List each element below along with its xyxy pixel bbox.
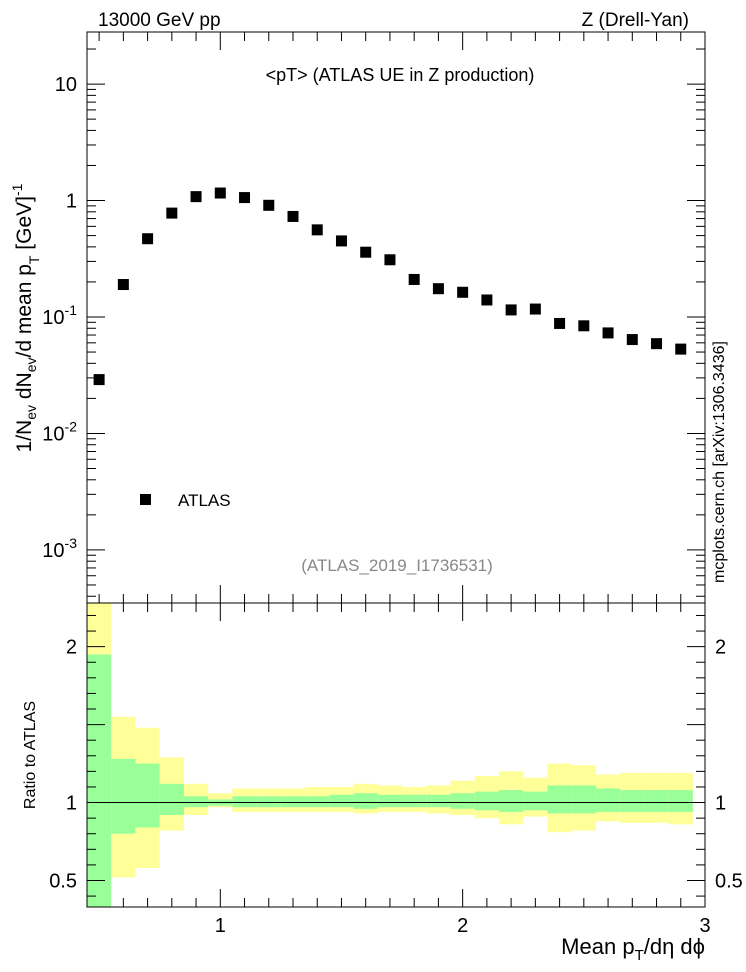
data-point bbox=[578, 320, 590, 332]
inner-band-bin bbox=[159, 783, 184, 816]
inner-band-bin bbox=[644, 790, 669, 812]
inner-band-bin bbox=[499, 790, 524, 812]
data-point bbox=[311, 224, 323, 236]
main-axis-ticks bbox=[87, 32, 706, 907]
main-y-tick-label: 10-1 bbox=[42, 302, 77, 329]
inner-band-bin bbox=[523, 791, 548, 811]
ratio-x-tick-labels: 1 2 3 bbox=[215, 915, 711, 937]
inner-band-bin bbox=[329, 794, 354, 808]
data-point bbox=[117, 279, 129, 291]
x-tick-label: 3 bbox=[699, 915, 710, 937]
x-tick-label: 1 bbox=[215, 915, 226, 937]
main-y-tick-labels: 10-3 10-2 10-1 1 10 bbox=[42, 74, 77, 562]
x-tick-label: 2 bbox=[457, 915, 468, 937]
data-point bbox=[166, 207, 178, 219]
inner-band-bin bbox=[547, 785, 572, 814]
inner-band-bin bbox=[474, 791, 499, 811]
header-left: 13000 GeV pp bbox=[98, 10, 221, 31]
data-point bbox=[214, 187, 226, 199]
main-y-tick-label: 10-3 bbox=[42, 535, 77, 562]
ratio-panel: 0.5 0.5 1 1 2 2 1 2 3 Ratio to ATLAS Mean pT/dη… bbox=[22, 602, 743, 964]
main-y-axis-title: 1/Nev dNev/d mean pT [GeV]-1 bbox=[9, 183, 42, 452]
ratio-y-axis-title: Ratio to ATLAS bbox=[22, 701, 39, 809]
data-point bbox=[190, 191, 202, 203]
data-point bbox=[360, 246, 372, 258]
main-data-points bbox=[93, 187, 687, 386]
ratio-y-tick-label-left: 0.5 bbox=[49, 870, 77, 892]
data-point bbox=[481, 294, 493, 306]
data-point bbox=[263, 199, 275, 211]
ratio-frame bbox=[86, 602, 706, 908]
inner-band-bin bbox=[426, 794, 451, 808]
inner-band-bin bbox=[450, 793, 475, 809]
data-point bbox=[335, 235, 347, 247]
inner-band-bin bbox=[135, 763, 160, 828]
data-point bbox=[384, 254, 396, 266]
data-point bbox=[432, 283, 444, 295]
inner-band-bin bbox=[183, 796, 209, 808]
data-point bbox=[651, 338, 663, 350]
main-frame bbox=[86, 31, 706, 604]
inner-band-bin bbox=[305, 796, 330, 808]
ratio-y-tick-label-left: 1 bbox=[66, 793, 77, 815]
ratio-y-tick-label-right: 0.5 bbox=[715, 870, 743, 892]
inner-band-bin bbox=[668, 790, 693, 812]
data-point bbox=[626, 334, 638, 346]
inner-band-bin bbox=[232, 796, 257, 808]
ratio-bands bbox=[87, 603, 693, 907]
ratio-y-tick-label-right: 1 bbox=[715, 793, 726, 815]
inner-band-bin bbox=[111, 758, 136, 834]
ratio-axis-ticks bbox=[87, 614, 705, 897]
legend-label: ATLAS bbox=[178, 491, 231, 510]
main-panel: <pT> (ATLAS UE in Z production) (ATLAS_2… bbox=[9, 31, 706, 907]
ratio-y-tick-label-left: 2 bbox=[66, 637, 77, 659]
side-label: mcplots.cern.ch [arXiv:1306.3436] bbox=[711, 341, 728, 583]
header-right: Z (Drell-Yan) bbox=[582, 10, 689, 31]
inner-band-bin bbox=[620, 790, 645, 812]
inner-band-bin bbox=[402, 794, 427, 808]
main-y-tick-label: 1 bbox=[66, 191, 77, 213]
data-point bbox=[602, 327, 614, 339]
data-point bbox=[505, 304, 517, 316]
data-point bbox=[239, 192, 251, 204]
inner-band-bin bbox=[87, 654, 112, 907]
main-y-tick-label: 10 bbox=[55, 74, 77, 96]
inner-band-bin bbox=[353, 793, 378, 809]
data-point bbox=[457, 286, 469, 298]
data-point bbox=[142, 233, 154, 245]
inner-band-bin bbox=[280, 796, 306, 808]
legend-marker bbox=[140, 494, 151, 505]
inner-band-bin bbox=[571, 785, 596, 814]
ratio-y-tick-labels: 0.5 0.5 1 1 2 2 bbox=[49, 637, 743, 893]
inner-band-bin bbox=[377, 794, 403, 808]
reference-label: (ATLAS_2019_I1736531) bbox=[301, 556, 493, 575]
main-y-tick-label: 10-2 bbox=[42, 418, 77, 445]
data-point bbox=[529, 303, 541, 315]
inner-band-bin bbox=[256, 796, 281, 808]
main-title: <pT> (ATLAS UE in Z production) bbox=[266, 65, 535, 85]
data-point bbox=[408, 273, 420, 285]
inner-band-bin bbox=[595, 788, 621, 812]
data-point bbox=[675, 343, 687, 355]
data-point bbox=[93, 374, 105, 386]
data-point bbox=[554, 317, 566, 329]
ratio-y-tick-label-right: 2 bbox=[715, 637, 726, 659]
x-axis-title: Mean pT/dη dϕ bbox=[561, 934, 705, 964]
data-point bbox=[287, 210, 299, 222]
